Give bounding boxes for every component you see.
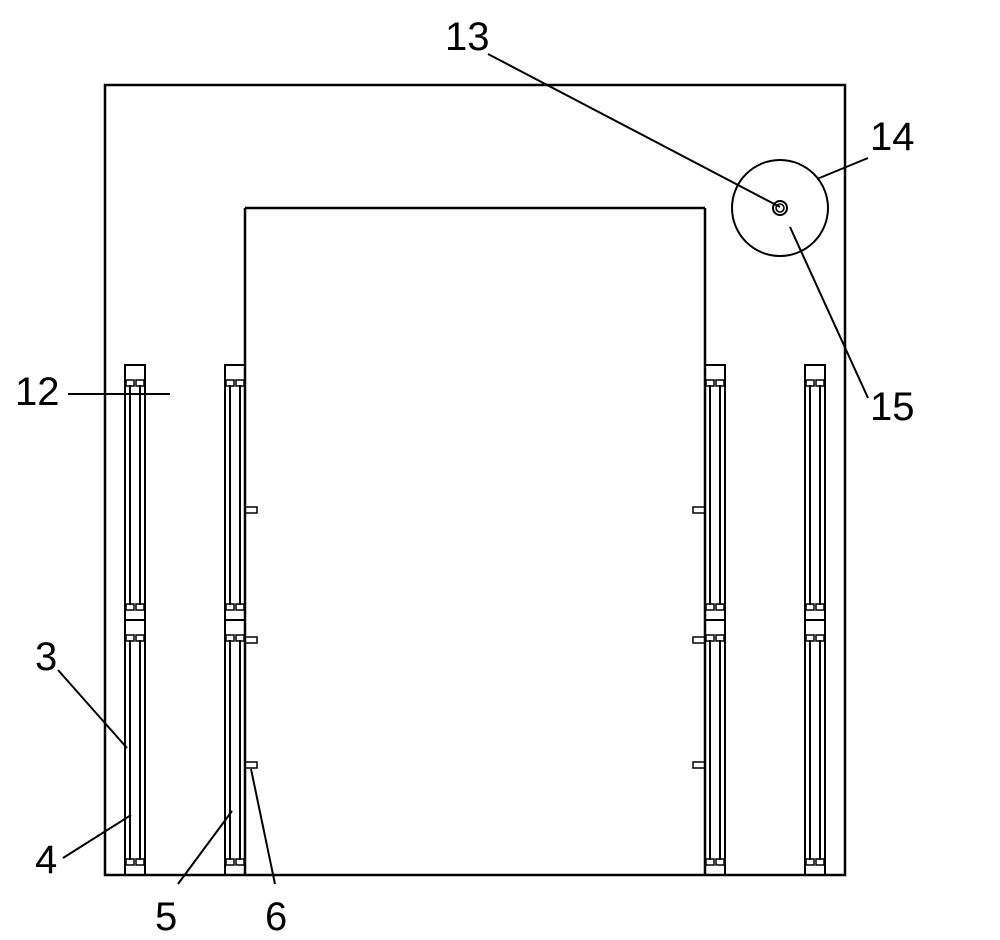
left-inner-channel <box>145 365 225 875</box>
technical-diagram <box>0 0 1000 924</box>
leader-5 <box>178 811 232 884</box>
label-12: 12 <box>15 370 60 415</box>
leader-15 <box>790 227 868 398</box>
leader-6 <box>251 769 275 884</box>
label-4: 4 <box>35 838 57 883</box>
leader-14 <box>817 158 868 179</box>
label-5: 5 <box>155 895 177 940</box>
label-13: 13 <box>445 15 490 60</box>
leader-4 <box>63 815 131 858</box>
leader-3 <box>58 670 127 748</box>
label-6: 6 <box>265 895 287 940</box>
label-14: 14 <box>870 115 915 160</box>
connectors <box>245 507 705 768</box>
slot-group <box>126 380 824 865</box>
label-3: 3 <box>35 635 57 680</box>
leader-13 <box>488 54 780 207</box>
outer-circle <box>732 160 828 256</box>
label-15: 15 <box>870 385 915 430</box>
